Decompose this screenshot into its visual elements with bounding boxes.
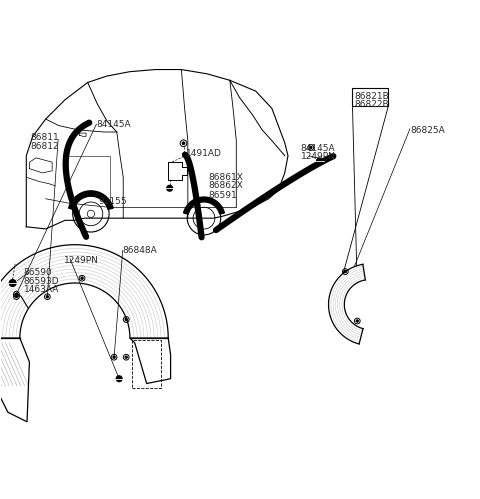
Circle shape [15, 293, 17, 295]
Text: 86861X: 86861X [208, 173, 243, 182]
Bar [352, 88, 388, 106]
Text: 86825A: 86825A [410, 126, 444, 135]
Circle shape [356, 320, 358, 322]
Circle shape [125, 318, 127, 320]
Text: 84145A: 84145A [301, 144, 336, 153]
Circle shape [344, 270, 346, 272]
Text: 86590: 86590 [24, 268, 52, 277]
Circle shape [310, 147, 312, 149]
Circle shape [9, 279, 16, 286]
Circle shape [125, 356, 127, 358]
Text: 86822B: 86822B [354, 100, 388, 109]
Text: 86812: 86812 [31, 142, 60, 151]
Text: 86848A: 86848A [123, 246, 157, 255]
Circle shape [113, 356, 115, 358]
Circle shape [182, 142, 185, 144]
Polygon shape [183, 197, 224, 214]
Text: 86593D: 86593D [24, 276, 60, 285]
Text: 92155: 92155 [99, 197, 127, 206]
Text: 1463AA: 1463AA [24, 285, 59, 294]
Text: 1249PN: 1249PN [64, 255, 99, 264]
Text: 1491AD: 1491AD [186, 149, 222, 158]
Bar [132, 340, 161, 388]
Text: 1249PN: 1249PN [301, 152, 336, 161]
Circle shape [116, 376, 122, 382]
Text: 86862X: 86862X [208, 181, 243, 190]
Circle shape [15, 295, 17, 297]
Polygon shape [69, 191, 113, 210]
Text: 86821B: 86821B [354, 92, 389, 101]
Circle shape [167, 185, 172, 191]
Text: 84145A: 84145A [96, 120, 131, 129]
Text: 86811: 86811 [31, 134, 60, 143]
Text: 86591: 86591 [208, 192, 237, 201]
Circle shape [47, 296, 48, 298]
Circle shape [81, 277, 83, 279]
Circle shape [317, 158, 323, 164]
